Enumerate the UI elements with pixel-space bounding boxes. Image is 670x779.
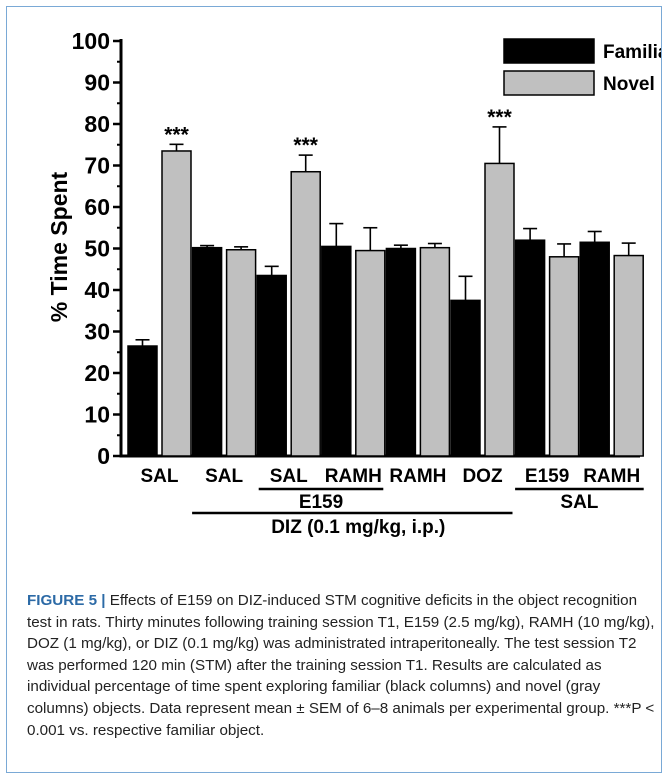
y-tick-label: 30 <box>84 319 110 345</box>
significance-label: *** <box>487 106 512 129</box>
bracket-label-e159: E159 <box>299 492 343 513</box>
y-tick-label: 60 <box>84 194 110 220</box>
caption-text: Effects of E159 on DIZ-induced STM cogni… <box>27 592 655 739</box>
familiar-bar <box>321 245 352 457</box>
familiar-bar <box>191 246 223 457</box>
group-label: RAMH <box>583 466 640 487</box>
novel-bar <box>355 249 386 457</box>
y-tick-label: 50 <box>84 236 110 262</box>
novel-bar <box>161 150 192 457</box>
figure-frame: 0 10 20 30 40 50 60 70 80 90 100% Time Spent *** **… <box>6 6 662 773</box>
legend-swatch-novel <box>503 70 595 96</box>
y-tick-label: 20 <box>84 360 110 386</box>
legend-label-novel: Novel <box>603 74 655 95</box>
chart-axes: 0 10 20 30 40 50 60 70 80 90 100 % Time Spent <box>46 28 640 469</box>
group-label: SAL <box>270 466 308 487</box>
familiar-bar <box>127 345 158 457</box>
novel-bar <box>484 162 515 457</box>
group-label: SAL <box>205 466 243 487</box>
novel-bar <box>290 170 321 457</box>
familiar-bar <box>256 274 287 457</box>
familiar-bar <box>514 239 546 457</box>
significance-label: *** <box>293 134 318 157</box>
novel-bar <box>613 254 644 457</box>
novel-bar <box>548 256 580 457</box>
caption-label: FIGURE 5 | <box>27 592 106 609</box>
y-axis-label: % Time Spent <box>46 171 72 322</box>
y-tick-label: 90 <box>84 70 110 96</box>
legend-label-familiar: Familiar <box>603 42 661 63</box>
chart-legend: Familiar Novel <box>503 38 661 96</box>
group-label: SAL <box>141 466 179 487</box>
group-label: E159 <box>525 466 569 487</box>
chart-labels: SAL SAL SAL RAMH RAMH DOZ E159 RAMH E159 DIZ (0.1… <box>141 466 644 538</box>
y-tick-label: 10 <box>84 402 110 428</box>
significance-label: *** <box>164 123 189 146</box>
bracket-label-diz: DIZ (0.1 mg/kg, i.p.) <box>271 517 445 538</box>
familiar-bar <box>450 299 481 457</box>
familiar-bar <box>579 241 610 457</box>
y-tick-label: 40 <box>84 277 110 303</box>
novel-bar <box>225 248 257 457</box>
familiar-bar <box>385 247 417 457</box>
y-tick-label: 80 <box>84 111 110 137</box>
group-label: DOZ <box>462 466 503 487</box>
y-tick-label: 0 <box>97 443 110 469</box>
chart-bars: *** *** *** <box>127 106 644 457</box>
novel-bar <box>419 246 451 457</box>
figure-caption: FIGURE 5 | Effects of E159 on DIZ-induce… <box>27 590 657 741</box>
y-tick-label: 100 <box>72 28 110 54</box>
legend-swatch-familiar <box>503 38 595 64</box>
group-label: RAMH <box>389 466 446 487</box>
bracket-label-sal: SAL <box>560 492 598 513</box>
y-tick-label: 70 <box>84 153 110 179</box>
group-label: RAMH <box>325 466 382 487</box>
